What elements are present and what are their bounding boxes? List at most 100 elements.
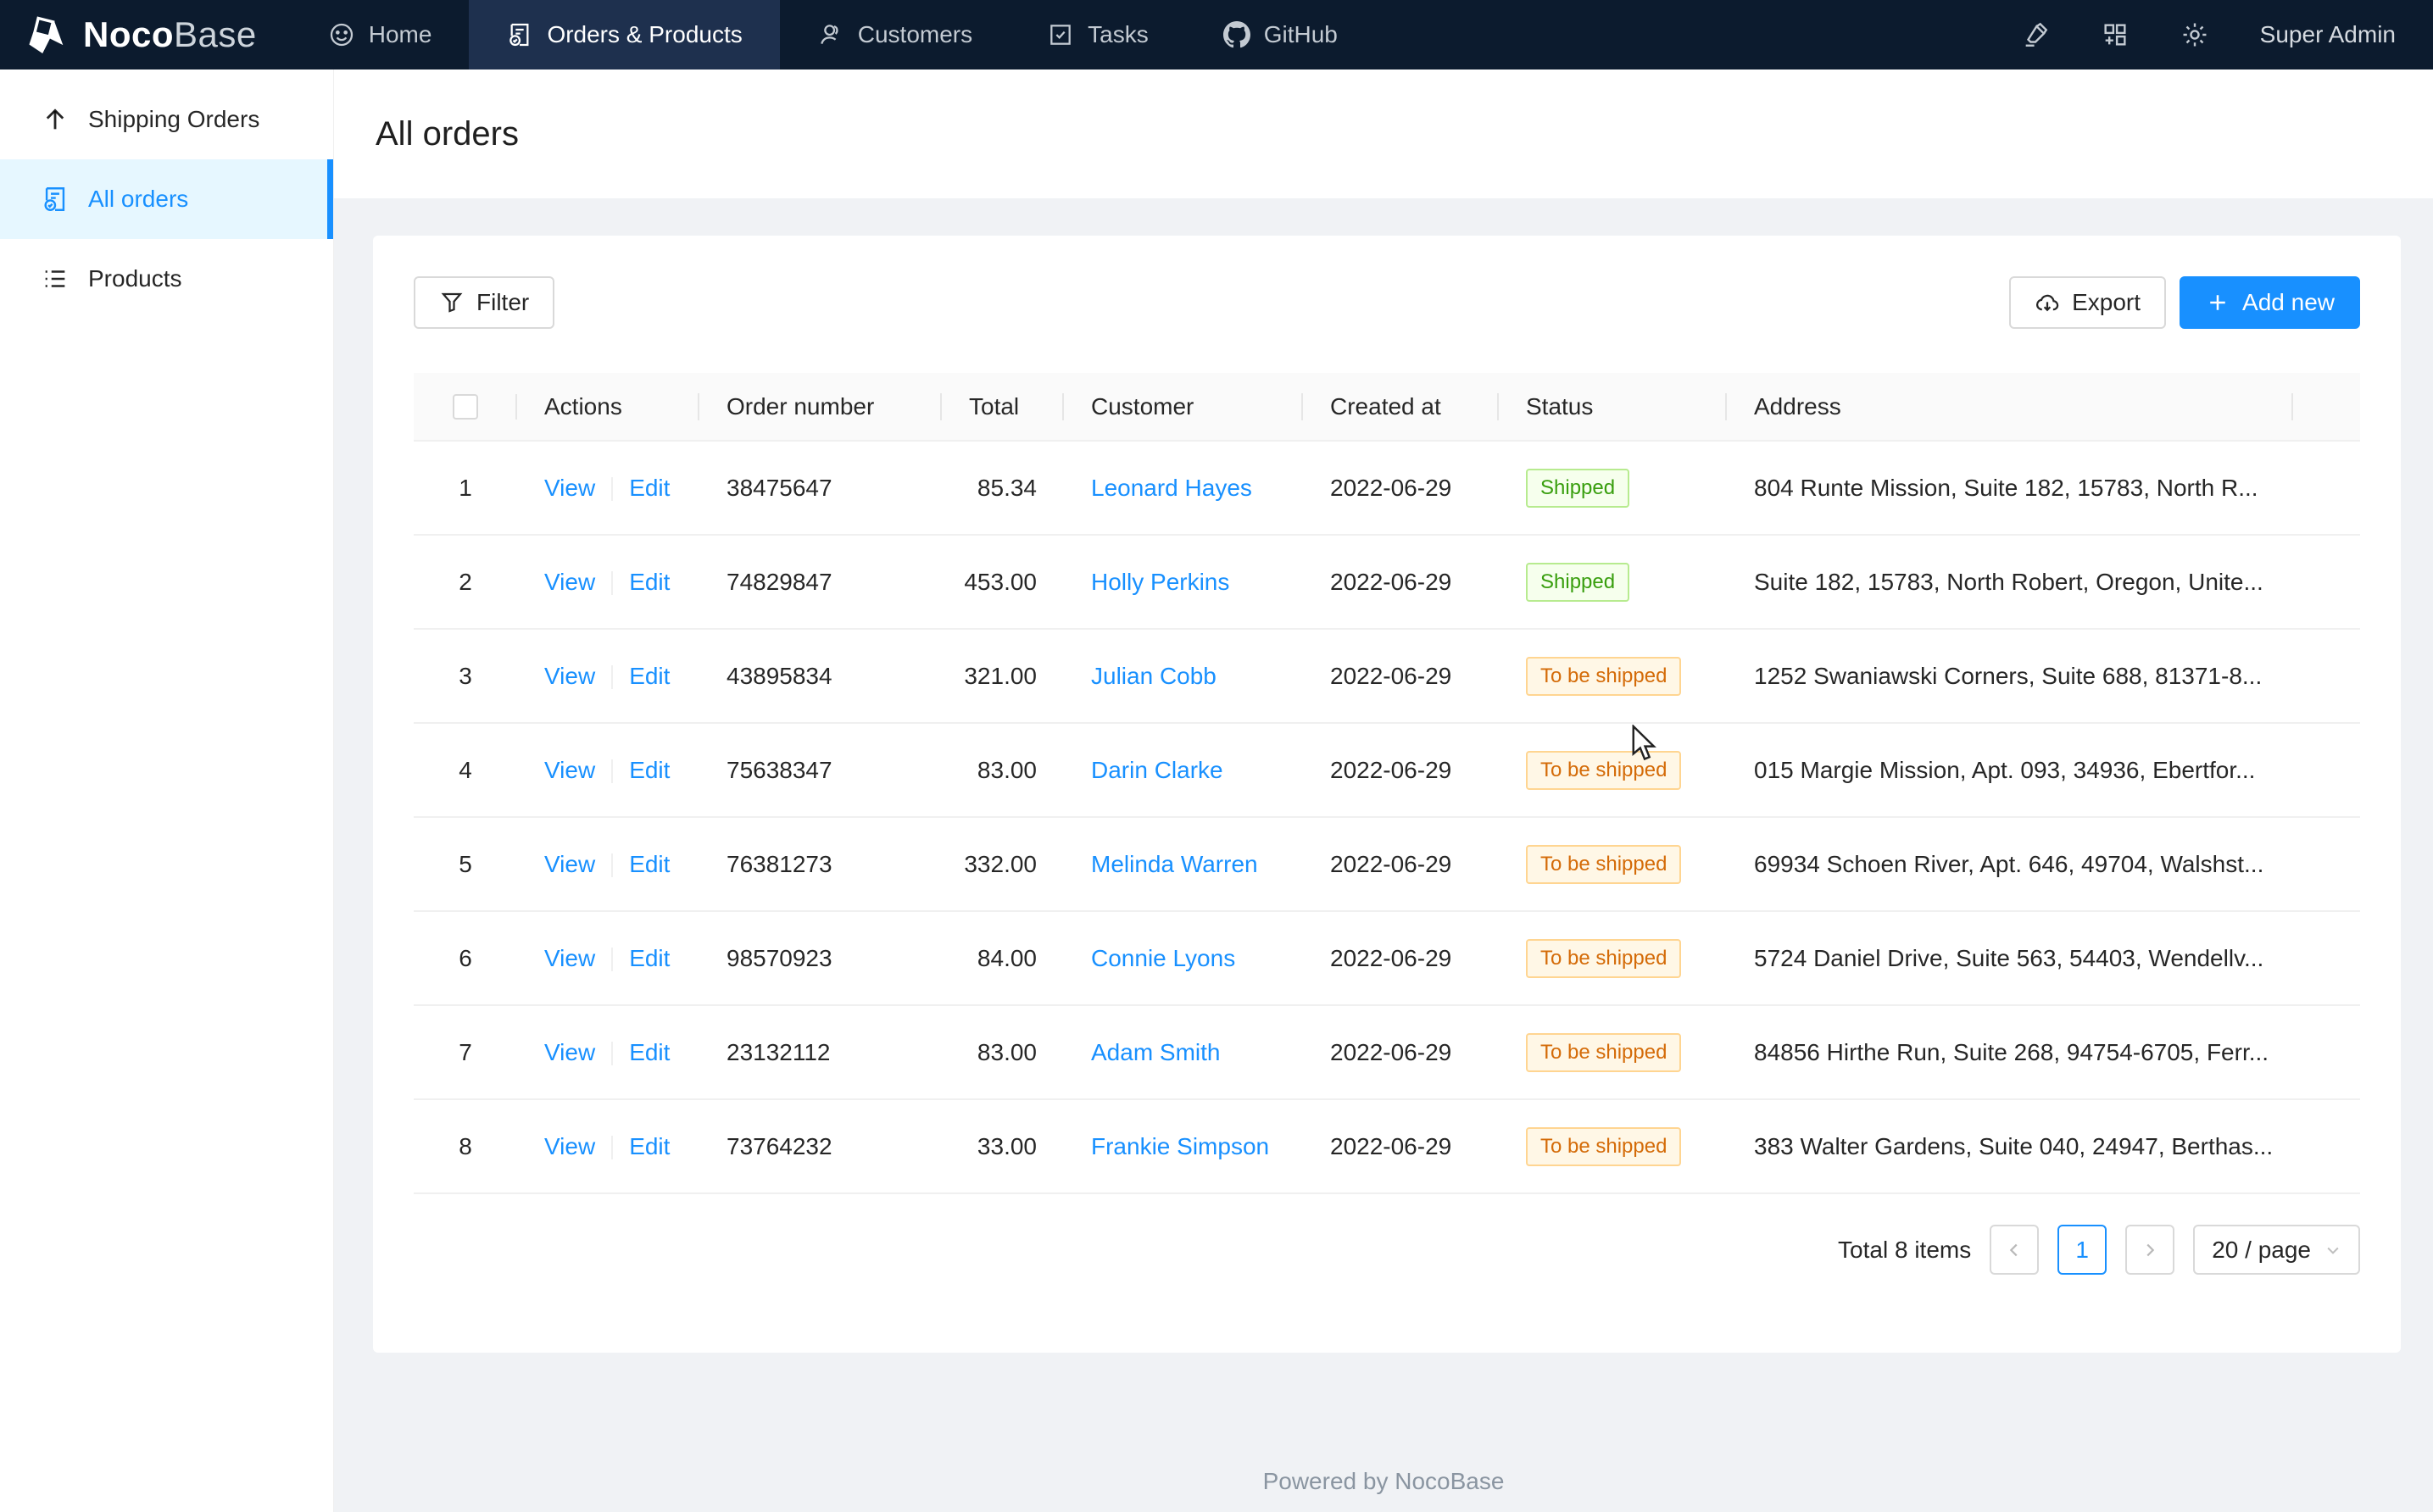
customer-link[interactable]: Leonard Hayes	[1091, 474, 1252, 501]
page-title: All orders	[376, 114, 519, 153]
edit-link[interactable]: Edit	[629, 474, 671, 501]
filter-icon	[441, 292, 463, 313]
address-cell: 804 Runte Mission, Suite 182, 15783, Nor…	[1754, 474, 2258, 501]
view-link[interactable]: View	[544, 1132, 596, 1159]
nav-tab-customers[interactable]: Customers	[780, 0, 1010, 69]
address-cell: 69934 Schoen River, Apt. 646, 49704, Wal…	[1754, 850, 2264, 877]
view-link[interactable]: View	[544, 568, 596, 595]
gear-icon[interactable]	[2180, 20, 2209, 49]
pagination: Total 8 items 1 20 / page	[414, 1225, 2360, 1275]
edit-link[interactable]: Edit	[629, 756, 671, 783]
customer-link[interactable]: Melinda Warren	[1091, 850, 1258, 877]
nav-tab-home[interactable]: Home	[291, 0, 470, 69]
export-button[interactable]: Export	[2009, 276, 2167, 329]
next-page-button[interactable]	[2125, 1225, 2175, 1275]
page-size-select[interactable]: 20 / page	[2193, 1225, 2360, 1275]
highlighter-icon[interactable]	[2021, 20, 2050, 49]
page-header: All orders	[334, 69, 2433, 198]
status-badge: Shipped	[1526, 468, 1630, 508]
nav-tab-label: Orders & Products	[547, 21, 743, 47]
created-at-cell: 2022-06-29	[1330, 1132, 1452, 1159]
edit-link[interactable]: Edit	[629, 568, 671, 595]
created-at-cell: 2022-06-29	[1330, 1038, 1452, 1065]
order-number-cell: 38475647	[727, 474, 832, 501]
sidebar: Shipping Orders All orders Products	[0, 69, 334, 1512]
view-link[interactable]: View	[544, 662, 596, 689]
table-row: 3 View Edit 43895834 321.00 Julian Cobb 2…	[414, 630, 2360, 724]
nav-tab-label: Customers	[857, 21, 973, 47]
view-link[interactable]: View	[544, 944, 596, 971]
sidebar-item-all-orders[interactable]: All orders	[0, 159, 333, 239]
row-index: 1	[459, 474, 472, 501]
plus-icon	[2210, 295, 2225, 310]
chevron-left-icon	[2009, 1243, 2018, 1256]
column-header-order-number: Order number	[699, 393, 942, 420]
nav-tab-github[interactable]: GitHub	[1186, 0, 1375, 69]
table-header-row: Actions Order number Total Customer Crea…	[414, 373, 2360, 442]
nav-tab-tasks[interactable]: Tasks	[1010, 0, 1186, 69]
table-row: 2 View Edit 74829847 453.00 Holly Perkins…	[414, 536, 2360, 630]
nocobase-logo[interactable]: NocoBase	[0, 0, 291, 69]
nocobase-cube-icon	[29, 16, 64, 54]
edit-link[interactable]: Edit	[629, 1038, 671, 1065]
column-header-created-at: Created at	[1303, 393, 1499, 420]
sidebar-item-shipping-orders[interactable]: Shipping Orders	[0, 80, 333, 159]
smile-icon	[330, 23, 353, 47]
github-icon	[1222, 21, 1250, 48]
status-badge: To be shipped	[1526, 844, 1682, 884]
brand-name: NocoBase	[83, 14, 257, 54]
customer-link[interactable]: Frankie Simpson	[1091, 1132, 1270, 1159]
view-link[interactable]: View	[544, 756, 596, 783]
nav-tab-orders-products[interactable]: Orders & Products	[469, 0, 780, 69]
edit-link[interactable]: Edit	[629, 944, 671, 971]
view-link[interactable]: View	[544, 850, 596, 877]
nav-tabs: Home Orders & Products Customers Tasks G…	[291, 0, 1375, 69]
customer-link[interactable]: Adam Smith	[1091, 1038, 1221, 1065]
view-link[interactable]: View	[544, 474, 596, 501]
sidebar-item-label: Products	[88, 265, 182, 292]
select-all-checkbox[interactable]	[453, 393, 478, 420]
edit-link[interactable]: Edit	[629, 662, 671, 689]
order-number-cell: 73764232	[727, 1132, 832, 1159]
status-badge: To be shipped	[1526, 656, 1682, 696]
created-at-cell: 2022-06-29	[1330, 756, 1452, 783]
user-menu[interactable]: Super Admin	[2259, 21, 2396, 47]
sidebar-item-products[interactable]: Products	[0, 239, 333, 319]
customer-link[interactable]: Julian Cobb	[1091, 662, 1216, 689]
column-header-status: Status	[1499, 393, 1727, 420]
created-at-cell: 2022-06-29	[1330, 568, 1452, 595]
nav-tab-label: GitHub	[1263, 21, 1338, 47]
edit-link[interactable]: Edit	[629, 850, 671, 877]
add-new-button[interactable]: Add new	[2180, 276, 2360, 329]
created-at-cell: 2022-06-29	[1330, 474, 1452, 501]
edit-link[interactable]: Edit	[629, 1132, 671, 1159]
total-cell: 83.00	[977, 756, 1037, 783]
total-cell: 85.34	[977, 474, 1037, 501]
nav-tab-label: Tasks	[1088, 21, 1149, 47]
row-index: 5	[459, 850, 472, 877]
created-at-cell: 2022-06-29	[1330, 850, 1452, 877]
prev-page-button[interactable]	[1990, 1225, 2040, 1275]
table-row: 4 View Edit 75638347 83.00 Darin Clarke 2…	[414, 724, 2360, 818]
order-doc-icon	[509, 23, 529, 47]
order-number-cell: 74829847	[727, 568, 832, 595]
pagination-total: Total 8 items	[1838, 1236, 1972, 1263]
content-area: Filter Export Add new Actions	[334, 198, 2433, 1512]
address-cell: 1252 Swaniawski Corners, Suite 688, 8137…	[1754, 662, 2263, 689]
order-number-cell: 43895834	[727, 662, 832, 689]
sidebar-item-label: Shipping Orders	[88, 106, 260, 132]
page-number-1[interactable]: 1	[2057, 1225, 2107, 1275]
column-header-total: Total	[942, 393, 1064, 420]
appstore-add-icon[interactable]	[2101, 20, 2130, 49]
customer-link[interactable]: Holly Perkins	[1091, 568, 1230, 595]
nav-right-actions: Super Admin	[2021, 0, 2433, 69]
row-index: 4	[459, 756, 472, 783]
table-row: 1 View Edit 38475647 85.34 Leonard Hayes …	[414, 442, 2360, 536]
total-cell: 83.00	[977, 1038, 1037, 1065]
person-icon	[820, 25, 838, 44]
view-link[interactable]: View	[544, 1038, 596, 1065]
filter-button[interactable]: Filter	[414, 276, 555, 329]
customer-link[interactable]: Darin Clarke	[1091, 756, 1223, 783]
check-square-icon	[1050, 25, 1071, 45]
customer-link[interactable]: Connie Lyons	[1091, 944, 1236, 971]
